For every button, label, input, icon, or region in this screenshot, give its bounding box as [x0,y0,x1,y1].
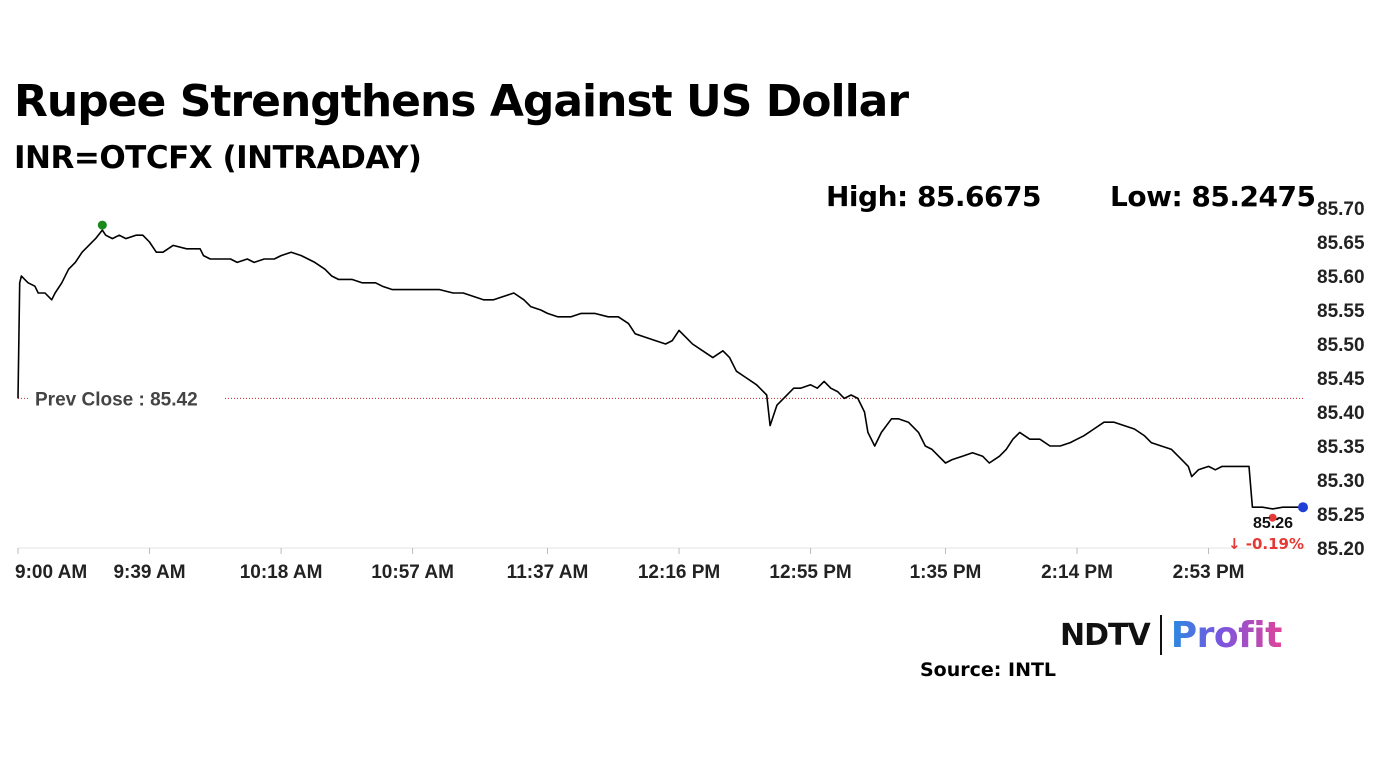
y-tick-label-5: 85.45 [1317,369,1365,390]
prev-close-label-bg [30,386,224,411]
x-tick-label-8: 2:14 PM [1041,562,1113,583]
y-tick-label-6: 85.40 [1317,403,1365,424]
x-tick-label-4: 11:37 AM [507,562,589,583]
x-tick-label-0: 9:00 AM [15,562,87,583]
ndtv-profit-logo: NDTV Profit [1060,612,1282,658]
logo-separator [1159,615,1162,655]
low-marker [1268,513,1277,522]
y-tick-label-2: 85.60 [1317,267,1365,288]
high-marker [97,220,107,230]
y-tick-label-0: 85.70 [1317,199,1365,220]
x-tick-label-6: 12:55 PM [769,562,851,583]
y-tick-label-9: 85.25 [1317,505,1365,526]
logo-profit-text: Profit [1170,614,1283,656]
x-tick-label-7: 1:35 PM [910,562,982,583]
x-tick-label-3: 10:57 AM [371,562,454,583]
y-tick-label-7: 85.35 [1317,437,1365,458]
x-tick-label-2: 10:18 AM [240,562,323,583]
source-note: Source: INTL [920,659,1057,681]
x-tick-label-1: 9:39 AM [113,562,185,583]
chart-title: Rupee Strengthens Against US Dollar [14,76,909,127]
chart-subtitle: INR=OTCFX (INTRADAY) [14,140,422,176]
last-price-marker [1298,502,1308,513]
last-change-label: ↓ -0.19% [1228,535,1304,553]
last-price-label: 85.26 [1253,515,1293,532]
y-tick-label-1: 85.65 [1317,233,1365,254]
y-tick-label-4: 85.50 [1317,335,1365,356]
x-tick-label-9: 2:53 PM [1173,562,1245,583]
prev-close-label: Prev Close : 85.42 [35,389,198,410]
low-stat: Low: 85.2475 [1110,180,1316,213]
logo-ndtv-text: NDTV [1060,617,1151,653]
price-line [17,229,1303,510]
y-tick-label-3: 85.55 [1317,301,1365,322]
y-tick-label-8: 85.30 [1317,471,1365,492]
high-stat: High: 85.6675 [826,180,1041,213]
y-tick-label-10: 85.20 [1317,539,1365,560]
x-tick-label-5: 12:16 PM [638,562,720,583]
